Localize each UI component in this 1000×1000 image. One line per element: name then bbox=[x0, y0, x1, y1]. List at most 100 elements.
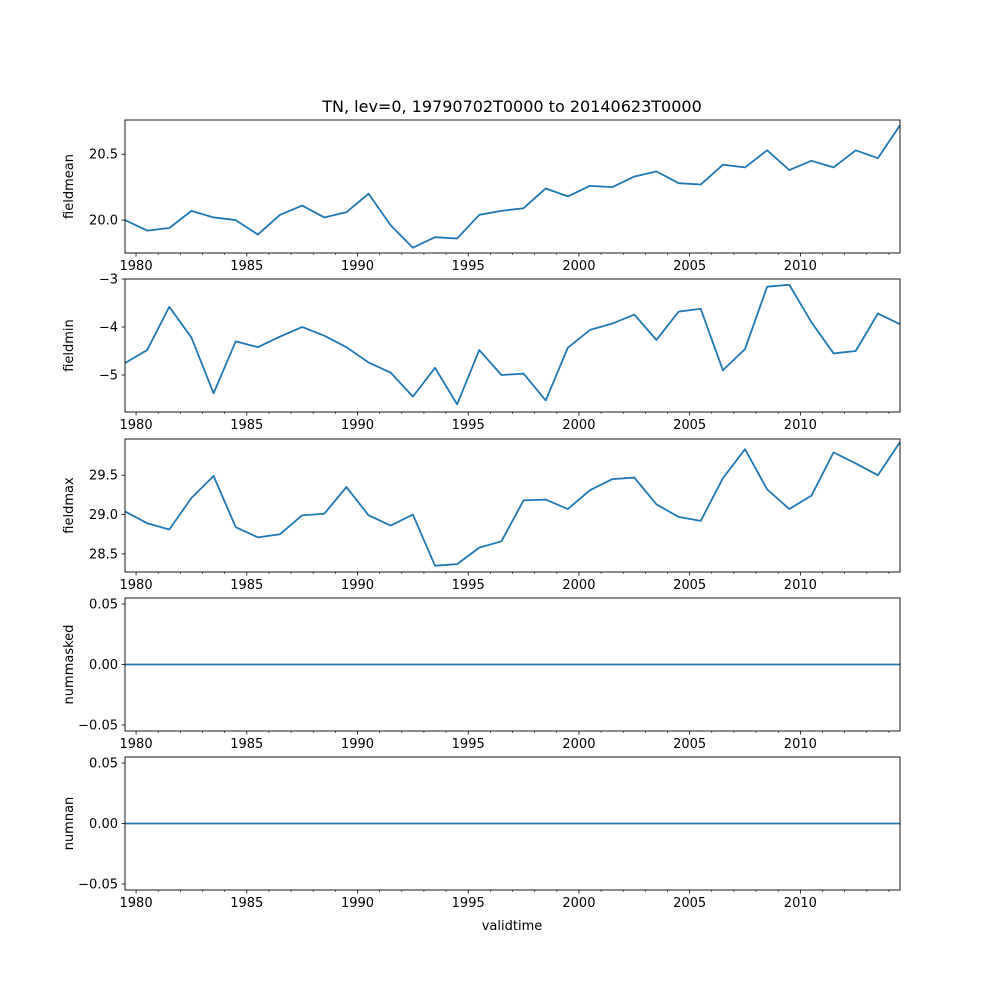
data-point bbox=[677, 310, 680, 313]
y-tick-label: 0.00 bbox=[89, 658, 118, 673]
data-point bbox=[367, 514, 370, 517]
data-point bbox=[434, 236, 437, 239]
data-point bbox=[677, 663, 680, 666]
axes-frame bbox=[124, 119, 901, 254]
data-point bbox=[434, 564, 437, 567]
data-point bbox=[345, 346, 348, 349]
data-point bbox=[168, 226, 171, 229]
panels: 1980 1985 1990 1995 2000 2005 2010 20.0 20.5 fiel… bbox=[62, 119, 901, 911]
data-point bbox=[522, 499, 525, 502]
data-point bbox=[323, 334, 326, 337]
x-tick-label: 1995 bbox=[452, 418, 485, 433]
data-point bbox=[367, 822, 370, 825]
data-point bbox=[411, 513, 414, 516]
data-point bbox=[832, 352, 835, 355]
panel-fieldmin: 1980 1985 1990 1995 2000 2005 2010 −5 −4 −3 fieldm… bbox=[62, 273, 901, 433]
data-point bbox=[500, 209, 503, 212]
x-tick-label: 2005 bbox=[673, 896, 706, 911]
data-point bbox=[456, 403, 459, 406]
data-point bbox=[832, 166, 835, 169]
data-point bbox=[301, 514, 304, 517]
data-point bbox=[256, 346, 259, 349]
data-point bbox=[699, 307, 702, 310]
data-point bbox=[411, 663, 414, 666]
x-tick-label: 2005 bbox=[673, 259, 706, 274]
data-point bbox=[256, 233, 259, 236]
data-point bbox=[744, 822, 747, 825]
data-point bbox=[677, 515, 680, 518]
data-point bbox=[478, 822, 481, 825]
data-point bbox=[611, 822, 614, 825]
series-line-fieldmax bbox=[124, 441, 901, 567]
data-point bbox=[190, 497, 193, 500]
data-point bbox=[589, 822, 592, 825]
data-point bbox=[810, 822, 813, 825]
x-tick-label: 2000 bbox=[562, 737, 595, 752]
data-point bbox=[212, 822, 215, 825]
x-tick-label: 1995 bbox=[452, 578, 485, 593]
x-tick-label: 1980 bbox=[120, 737, 153, 752]
y-tick-label: 0.05 bbox=[89, 598, 118, 613]
data-point bbox=[234, 340, 237, 343]
x-tick-label: 1995 bbox=[452, 259, 485, 274]
data-point bbox=[788, 822, 791, 825]
data-point bbox=[500, 540, 503, 543]
x-tick-label: 1995 bbox=[452, 737, 485, 752]
y-axis-label: fieldmean bbox=[62, 154, 77, 219]
x-tick-label: 2005 bbox=[673, 578, 706, 593]
axes-frame bbox=[124, 756, 901, 891]
data-point bbox=[544, 498, 547, 501]
y-tick-label: 29.0 bbox=[89, 508, 118, 523]
data-point bbox=[234, 526, 237, 529]
data-point bbox=[699, 822, 702, 825]
y-tick-label: 29.5 bbox=[89, 469, 118, 484]
data-point bbox=[323, 663, 326, 666]
data-point bbox=[832, 822, 835, 825]
data-point bbox=[544, 187, 547, 190]
data-point bbox=[279, 533, 282, 536]
data-point bbox=[655, 503, 658, 506]
x-tick-label: 1980 bbox=[120, 896, 153, 911]
x-tick-label: 1990 bbox=[341, 896, 374, 911]
chart-title: TN, lev=0, 19790702T0000 to 20140623T000… bbox=[321, 97, 702, 116]
data-point bbox=[633, 313, 636, 316]
y-axis-label: fieldmax bbox=[62, 477, 77, 534]
x-tick-label: 1985 bbox=[230, 578, 263, 593]
data-point bbox=[478, 213, 481, 216]
data-point bbox=[522, 207, 525, 210]
x-tick-label: 2000 bbox=[562, 896, 595, 911]
data-point bbox=[168, 822, 171, 825]
x-tick-label: 1990 bbox=[341, 737, 374, 752]
axes-frame bbox=[124, 438, 901, 573]
data-point bbox=[854, 350, 857, 353]
data-point bbox=[500, 663, 503, 666]
data-point bbox=[389, 524, 392, 527]
data-point bbox=[146, 822, 149, 825]
panel-nummasked: 1980 1985 1990 1995 2000 2005 2010 −0.05 0.00 0.0… bbox=[62, 598, 901, 752]
data-point bbox=[655, 822, 658, 825]
data-point bbox=[788, 508, 791, 511]
data-point bbox=[766, 149, 769, 152]
data-point bbox=[301, 204, 304, 207]
data-point bbox=[611, 478, 614, 481]
x-tick-label: 1990 bbox=[341, 578, 374, 593]
data-point bbox=[279, 663, 282, 666]
data-point bbox=[478, 349, 481, 352]
x-tick-label: 1985 bbox=[230, 737, 263, 752]
data-point bbox=[478, 663, 481, 666]
x-tick-label: 2010 bbox=[784, 896, 817, 911]
data-point bbox=[190, 209, 193, 212]
data-point bbox=[832, 663, 835, 666]
data-point bbox=[256, 536, 259, 539]
data-point bbox=[212, 663, 215, 666]
data-point bbox=[721, 477, 724, 480]
data-point bbox=[301, 822, 304, 825]
data-point bbox=[810, 159, 813, 162]
x-tick-label: 1980 bbox=[120, 418, 153, 433]
y-tick-label: 0.05 bbox=[89, 757, 118, 772]
data-point bbox=[345, 822, 348, 825]
panel-fieldmax: 1980 1985 1990 1995 2000 2005 2010 28.5 29.0 29.5… bbox=[62, 438, 901, 593]
data-point bbox=[832, 451, 835, 454]
y-tick-label: 28.5 bbox=[89, 547, 118, 562]
data-point bbox=[699, 663, 702, 666]
